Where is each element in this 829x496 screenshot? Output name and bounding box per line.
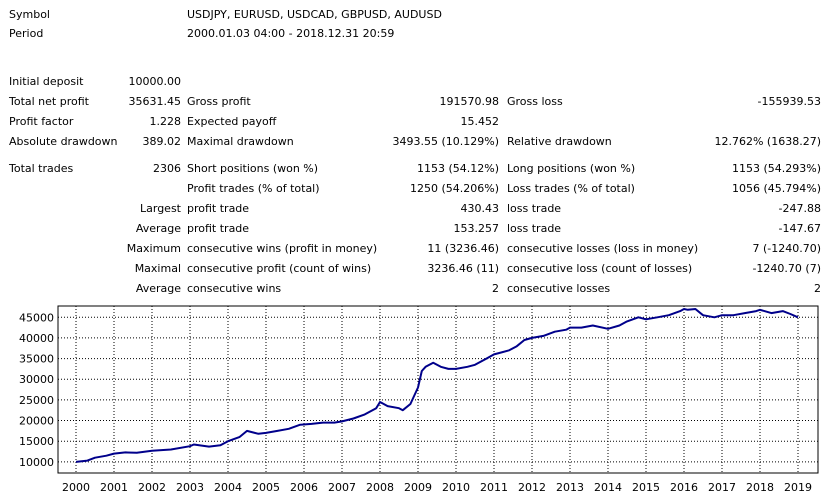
maximal-drawdown-value: 3493.55 (10.129%) xyxy=(392,135,499,148)
long-positions-value: 1153 (54.293%) xyxy=(731,162,821,175)
short-positions-label: Short positions (won %) xyxy=(187,162,319,175)
x-axis-ticks: 2000 2001 2002 2003 2004 2005 2006 2007 2008 2009… xyxy=(62,481,812,494)
y-tick-label: 15000 xyxy=(19,435,54,448)
long-positions-label: Long positions (won %) xyxy=(507,162,636,175)
x-tick-label: 2005 xyxy=(252,481,280,494)
plot-frame xyxy=(57,305,819,474)
short-positions-value: 1153 (54.12%) xyxy=(416,162,499,175)
max-consec-losses-label: consecutive losses (loss in money) xyxy=(507,242,699,255)
x-tick-label: 2017 xyxy=(708,481,736,494)
gross-profit-label: Gross profit xyxy=(187,95,251,108)
profit-trades-value: 1250 (54.206%) xyxy=(409,182,499,195)
x-tick-label: 2000 xyxy=(62,481,90,494)
y-tick-label: 25000 xyxy=(19,394,54,407)
x-tick-label: 2009 xyxy=(404,481,432,494)
largest-profit-value: 430.43 xyxy=(460,202,500,215)
y-tick-label: 20000 xyxy=(19,415,54,428)
gross-profit-value: 191570.98 xyxy=(439,95,500,108)
maximal-consec-loss-label: consecutive loss (count of losses) xyxy=(507,262,693,275)
relative-drawdown-value: 12.762% (1638.27) xyxy=(714,135,821,148)
max-consec-losses-value: 7 (-1240.70) xyxy=(752,242,821,255)
avg-consec-losses-label: consecutive losses xyxy=(507,282,611,295)
initial-deposit-label: Initial deposit xyxy=(9,75,84,88)
maximal-consec-profit-label: consecutive profit (count of wins) xyxy=(187,262,372,275)
relative-drawdown-label: Relative drawdown xyxy=(507,135,612,148)
x-tick-label: 2015 xyxy=(632,481,660,494)
y-tick-label: 35000 xyxy=(19,353,54,366)
x-tick-label: 2007 xyxy=(328,481,356,494)
largest-profit-label: profit trade xyxy=(187,202,250,215)
profit-trades-label: Profit trades (% of total) xyxy=(187,182,320,195)
maximal-drawdown-label: Maximal drawdown xyxy=(187,135,294,148)
x-tick-label: 2010 xyxy=(442,481,470,494)
total-net-profit-label: Total net profit xyxy=(9,95,89,108)
maximal-label: Maximal xyxy=(134,262,181,275)
average2-label: Average xyxy=(135,282,181,295)
y-tick-label: 10000 xyxy=(19,456,54,469)
total-trades-value: 2306 xyxy=(153,162,181,175)
x-tick-label: 2004 xyxy=(214,481,242,494)
maximal-consec-profit-value: 3236.46 (11) xyxy=(427,262,499,275)
largest-loss-value: -247.88 xyxy=(778,202,821,215)
total-net-profit-value: 35631.45 xyxy=(128,95,182,108)
period-label: Period xyxy=(9,27,44,40)
max-consec-wins-value: 11 (3236.46) xyxy=(427,242,499,255)
x-tick-label: 2013 xyxy=(556,481,584,494)
period-value: 2000.01.03 04:00 - 2018.12.31 20:59 xyxy=(187,27,395,40)
x-tick-label: 2011 xyxy=(480,481,508,494)
avg-consec-losses-value: 2 xyxy=(814,282,821,295)
average-label: Average xyxy=(135,222,181,235)
absolute-drawdown-label: Absolute drawdown xyxy=(9,135,118,148)
balance-line xyxy=(75,308,799,463)
x-tick-label: 2014 xyxy=(594,481,622,494)
profit-factor-value: 1.228 xyxy=(149,115,182,128)
expected-payoff-label: Expected payoff xyxy=(187,115,277,128)
loss-trades-label: Loss trades (% of total) xyxy=(507,182,635,195)
x-tick-label: 2002 xyxy=(138,481,166,494)
maximal-consec-loss-value: -1240.70 (7) xyxy=(752,262,821,275)
total-trades-label: Total trades xyxy=(9,162,74,175)
expected-payoff-value: 15.452 xyxy=(460,115,500,128)
largest-loss-label: loss trade xyxy=(507,202,562,215)
gross-loss-value: -155939.53 xyxy=(757,95,821,108)
x-tick-label: 2018 xyxy=(746,481,774,494)
x-tick-label: 2019 xyxy=(784,481,812,494)
x-tick-label: 2008 xyxy=(366,481,394,494)
x-tick-label: 2003 xyxy=(176,481,204,494)
x-tick-label: 2012 xyxy=(518,481,546,494)
symbol-label: Symbol xyxy=(9,8,50,21)
y-tick-label: 45000 xyxy=(19,311,54,324)
absolute-drawdown-value: 389.02 xyxy=(142,135,182,148)
y-tick-label: 40000 xyxy=(19,332,54,345)
balance-chart: 10000 15000 20000 25000 30000 35000 40000 45000… xyxy=(19,305,819,494)
initial-deposit-value: 10000.00 xyxy=(128,75,182,88)
symbol-value: USDJPY, EURUSD, USDCAD, GBPUSD, AUDUSD xyxy=(187,8,442,21)
avg-consec-wins-value: 2 xyxy=(492,282,499,295)
loss-trades-value: 1056 (45.794%) xyxy=(731,182,821,195)
average-loss-value: -147.67 xyxy=(778,222,821,235)
x-tick-label: 2006 xyxy=(290,481,318,494)
average-profit-label: profit trade xyxy=(187,222,250,235)
gross-loss-label: Gross loss xyxy=(507,95,563,108)
max-consec-wins-label: consecutive wins (profit in money) xyxy=(187,242,378,255)
average-profit-value: 153.257 xyxy=(453,222,500,235)
x-tick-label: 2016 xyxy=(670,481,698,494)
y-axis-ticks: 10000 15000 20000 25000 30000 35000 40000 45000 xyxy=(19,311,54,469)
chart-grid xyxy=(58,306,818,473)
x-tick-label: 2001 xyxy=(100,481,128,494)
y-tick-label: 30000 xyxy=(19,373,54,386)
avg-consec-wins-label: consecutive wins xyxy=(187,282,282,295)
profit-factor-label: Profit factor xyxy=(9,115,74,128)
largest-label: Largest xyxy=(140,202,181,215)
average-loss-label: loss trade xyxy=(507,222,562,235)
maximum-label: Maximum xyxy=(126,242,181,255)
